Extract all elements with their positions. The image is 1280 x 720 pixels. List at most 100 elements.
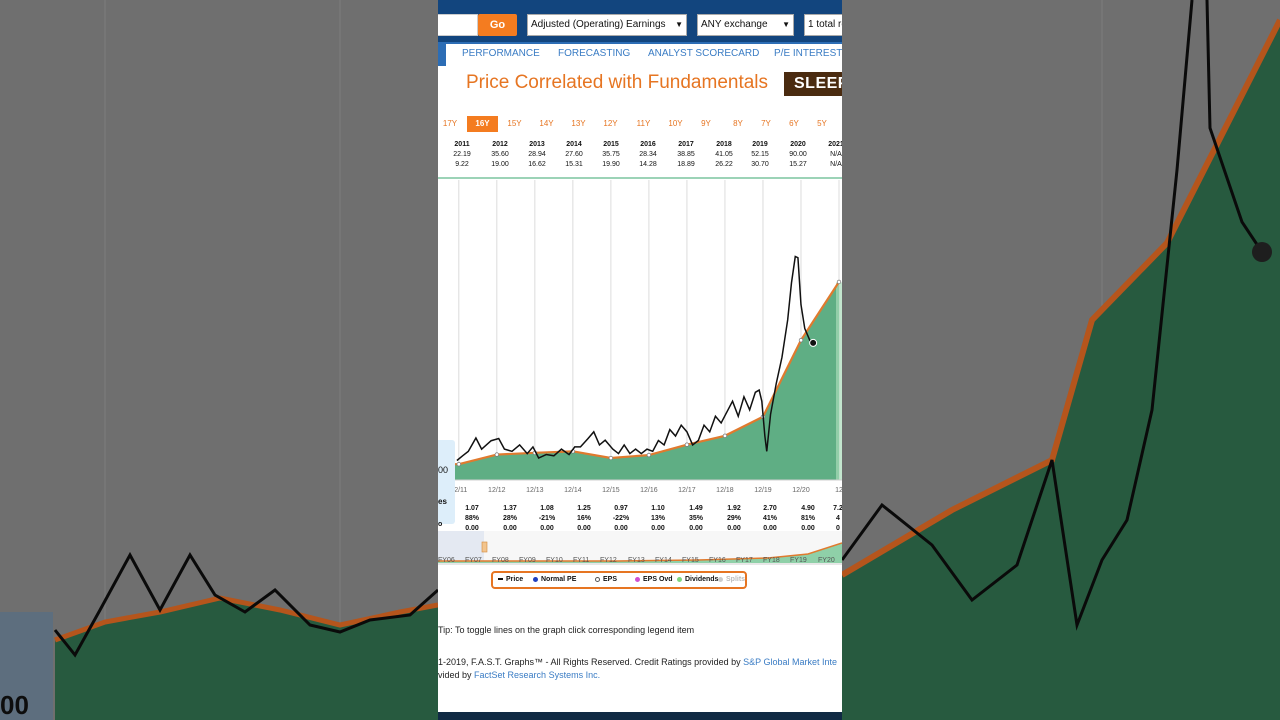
year-header: 2018 bbox=[716, 141, 732, 148]
dividend-cell: 0.00 bbox=[651, 525, 665, 532]
high-price-cell: 22.19 bbox=[453, 151, 471, 158]
legend-item-normal-pe[interactable]: Normal PE bbox=[533, 576, 576, 583]
dividend-cell: 0.00 bbox=[465, 525, 479, 532]
ticker-input[interactable] bbox=[438, 14, 478, 36]
range-button-16y[interactable]: 16Y bbox=[467, 116, 498, 132]
x-tick-label: 12/13 bbox=[526, 487, 544, 494]
range-button-7y[interactable]: 7Y bbox=[761, 119, 771, 128]
current-year-band bbox=[836, 282, 842, 480]
eps-value-cell: 4.90 bbox=[801, 505, 815, 512]
high-price-cell: 35.60 bbox=[491, 151, 509, 158]
fiscal-year-label: FY06 bbox=[438, 557, 455, 564]
legend-item-splits[interactable]: Splits bbox=[718, 576, 745, 583]
eps-value-cell: 1.07 bbox=[465, 505, 479, 512]
section-tabs: PERFORMANCE FORECASTING ANALYST SCORECAR… bbox=[438, 42, 842, 68]
fiscal-year-label: FY12 bbox=[600, 557, 617, 564]
background-right-chart bbox=[842, 0, 1280, 720]
range-button-8y[interactable]: 8Y bbox=[733, 119, 743, 128]
earnings-type-value: Adjusted (Operating) Earnings bbox=[531, 19, 666, 30]
year-header: 2020 bbox=[790, 141, 806, 148]
range-button-14y[interactable]: 14Y bbox=[539, 119, 554, 128]
legend-item-eps-ovd[interactable]: EPS Ovd bbox=[635, 576, 673, 583]
year-header: 2017 bbox=[678, 141, 694, 148]
legend-item-price[interactable]: Price bbox=[498, 576, 523, 583]
fast-graphs-panel: Go Adjusted (Operating) Earnings ▼ ANY e… bbox=[438, 0, 842, 720]
eps-growth-cell: 13% bbox=[650, 515, 665, 522]
sp-global-link[interactable]: S&P Global Market Inte bbox=[743, 657, 838, 667]
fiscal-year-label: FY08 bbox=[492, 557, 509, 564]
chart-legend: Price Normal PE EPS EPS Ovd Dividends Splits bbox=[491, 571, 747, 589]
price-eps-chart[interactable]: 12/11 12/12 12/13 12/14 12/15 12/16 12/17 12/18… bbox=[438, 180, 842, 580]
tab-forecasting[interactable]: FORECASTING bbox=[558, 48, 631, 59]
navigator-chart[interactable] bbox=[438, 531, 842, 567]
low-price-cell: 19.00 bbox=[491, 161, 509, 168]
range-button-17y[interactable]: 17Y bbox=[442, 119, 458, 128]
tab-analyst-scorecard[interactable]: ANALYST SCORECARD bbox=[648, 48, 760, 59]
legend-label: EPS Ovd bbox=[643, 576, 673, 583]
fiscal-year-label: FY10 bbox=[546, 557, 563, 564]
legend-item-dividends[interactable]: Dividends bbox=[677, 576, 718, 583]
dividend-cell: 0.00 bbox=[503, 525, 517, 532]
low-price-cell: 30.70 bbox=[751, 161, 769, 168]
go-button[interactable]: Go bbox=[478, 14, 517, 36]
range-button-9y[interactable]: 9Y bbox=[701, 119, 711, 128]
range-button-11y[interactable]: 11Y bbox=[636, 119, 651, 128]
footer-copyright-text: 1-2019, F.A.S.T. Graphs™ - All Rights Re… bbox=[438, 657, 744, 667]
low-price-cell: N/A bbox=[830, 161, 842, 168]
low-price-cell: 15.31 bbox=[565, 161, 583, 168]
high-price-cell: 28.34 bbox=[639, 151, 657, 158]
range-button-15y[interactable]: 15Y bbox=[507, 119, 522, 128]
range-button-12y[interactable]: 12Y bbox=[603, 119, 618, 128]
eps-line bbox=[455, 281, 840, 466]
eps-value-cell: 1.08 bbox=[540, 505, 554, 512]
sleep-badge: SLEEP bbox=[784, 72, 842, 96]
x-tick-label: 12/12 bbox=[488, 487, 506, 494]
exchange-select[interactable]: ANY exchange ▼ bbox=[697, 14, 794, 36]
dot-icon bbox=[595, 576, 600, 582]
left-stat-value: 00 bbox=[438, 465, 449, 475]
eps-point bbox=[494, 452, 499, 457]
year-header: 2011 bbox=[454, 141, 470, 148]
dash-icon bbox=[498, 578, 503, 581]
legend-label: Splits bbox=[726, 576, 746, 583]
background-right-zoom bbox=[842, 0, 1280, 720]
high-price-cell: 35.75 bbox=[602, 151, 620, 158]
range-button-10y[interactable]: 10Y bbox=[668, 119, 683, 128]
dividend-cell: 0.00 bbox=[577, 525, 591, 532]
year-header: 2021 bbox=[828, 141, 842, 148]
eps-growth-cell: 4 bbox=[836, 515, 840, 522]
tab-pe-interest[interactable]: P/E INTEREST R bbox=[774, 48, 842, 59]
exchange-value: ANY exchange bbox=[701, 19, 768, 30]
legend-item-eps[interactable]: EPS bbox=[595, 576, 617, 583]
tab-performance[interactable]: PERFORMANCE bbox=[462, 48, 540, 59]
fiscal-year-label: FY11 bbox=[573, 557, 590, 564]
eps-value-cell: 1.92 bbox=[727, 505, 741, 512]
background-left-zoom: 00 bbox=[0, 0, 438, 720]
navigator-line bbox=[438, 542, 842, 562]
footer-copyright: 1-2019, F.A.S.T. Graphs™ - All Rights Re… bbox=[438, 657, 837, 667]
x-tick-label: 12 bbox=[835, 487, 842, 494]
results-select[interactable]: 1 total re bbox=[804, 14, 842, 36]
eps-growth-cell: 88% bbox=[464, 515, 479, 522]
eps-growth-cell: -21% bbox=[538, 515, 556, 522]
x-tick-label: 12/14 bbox=[564, 487, 582, 494]
left-row-label: o bbox=[438, 521, 443, 528]
low-price-cell: 26.22 bbox=[715, 161, 733, 168]
legend-label: Price bbox=[506, 576, 524, 583]
earnings-type-select[interactable]: Adjusted (Operating) Earnings ▼ bbox=[527, 14, 687, 36]
range-button-5y[interactable]: 5Y bbox=[817, 119, 827, 128]
dot-icon bbox=[718, 576, 723, 582]
factset-link[interactable]: FactSet Research Systems Inc. bbox=[474, 670, 601, 680]
eps-value-cell: 0.97 bbox=[614, 505, 628, 512]
top-toolbar: Go Adjusted (Operating) Earnings ▼ ANY e… bbox=[438, 0, 842, 50]
fiscal-year-label: FY19 bbox=[790, 557, 807, 564]
dividend-cell: 0.00 bbox=[614, 525, 628, 532]
range-button-13y[interactable]: 13Y bbox=[571, 119, 586, 128]
range-button-6y[interactable]: 6Y bbox=[789, 119, 799, 128]
eps-growth-cell: 35% bbox=[688, 515, 703, 522]
footer-provider: vided by FactSet Research Systems Inc. bbox=[438, 670, 600, 680]
dot-icon bbox=[533, 576, 538, 582]
left-stat-box: 00 es bbox=[438, 440, 455, 524]
eps-growth-cell: -22% bbox=[612, 515, 630, 522]
background-left-value: 00 bbox=[0, 690, 29, 720]
